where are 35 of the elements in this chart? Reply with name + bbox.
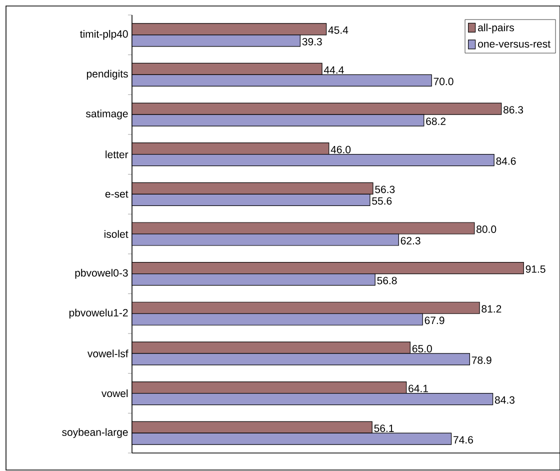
data-label: 45.4 <box>328 26 348 34</box>
y-tick-label: e-set <box>105 190 128 198</box>
y-tick-label: vowel <box>101 389 128 398</box>
data-label: 67.9 <box>424 316 444 324</box>
y-tick-label: satimage <box>86 110 128 120</box>
y-tick-label: pbvowel0-3 <box>75 268 128 279</box>
data-label: 44.4 <box>324 66 344 74</box>
data-label: 84.3 <box>494 396 514 404</box>
legend-label: one-versus-rest <box>478 40 550 48</box>
data-label: 64.1 <box>408 384 428 392</box>
y-tick-label: pendigits <box>86 70 128 80</box>
data-label: 78.9 <box>472 356 492 364</box>
legend-label: all-pairs <box>478 24 514 34</box>
data-label: 56.1 <box>374 424 394 432</box>
data-label: 81.2 <box>482 305 502 313</box>
y-tick-label: pbvowelu1-2 <box>69 308 128 319</box>
data-label: 80.0 <box>476 226 496 233</box>
data-label: 39.3 <box>302 38 322 46</box>
data-label: 55.6 <box>372 197 392 205</box>
data-label: 56.3 <box>375 186 395 194</box>
data-label: 56.8 <box>377 276 397 284</box>
y-tick-label: isolet <box>104 230 128 238</box>
data-label: 70.0 <box>434 78 454 86</box>
data-label: 84.6 <box>496 157 516 165</box>
y-tick-label: vowel-lsf <box>87 350 128 358</box>
y-tick-label: letter <box>106 150 128 158</box>
data-label: 62.3 <box>400 237 420 244</box>
y-tick-label: soybean-large <box>62 428 128 438</box>
data-label: 46.0 <box>330 146 351 154</box>
data-label: 74.6 <box>454 436 473 444</box>
data-label: 91.5 <box>526 265 546 273</box>
data-label: 68.2 <box>426 118 446 126</box>
y-tick-label: timit-plp40 <box>80 30 128 40</box>
data-label: 86.3 <box>504 106 524 114</box>
data-label: 65.0 <box>412 344 432 352</box>
